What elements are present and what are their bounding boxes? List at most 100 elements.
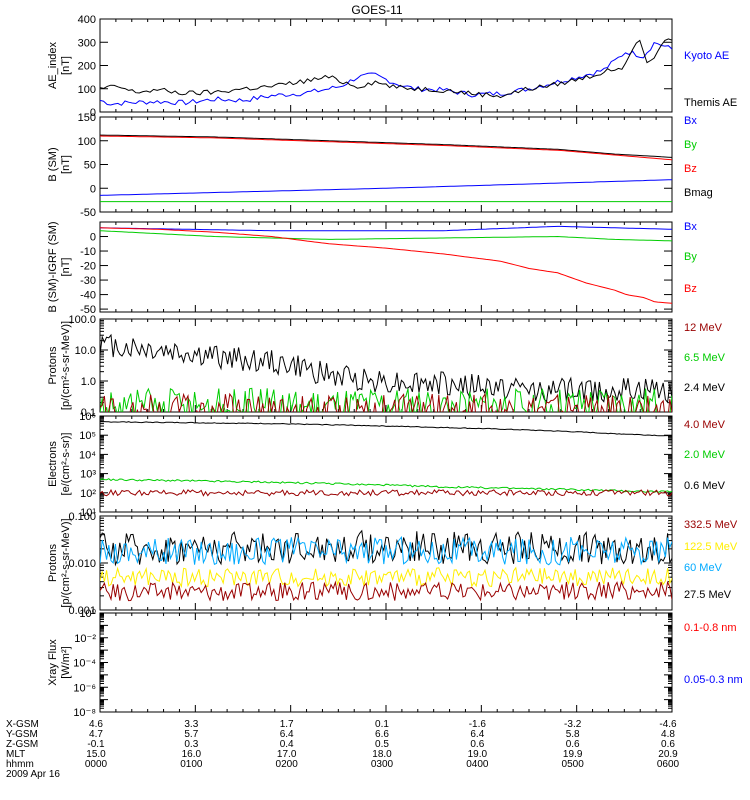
y-tick-label: 0 xyxy=(90,183,96,195)
footer-value: 17.0 xyxy=(277,749,297,760)
footer-value: 0.6 xyxy=(661,739,675,750)
y-axis-label: B (SM)-IGRF (SM) xyxy=(47,221,59,312)
legend-entry: 2.4 MeV xyxy=(684,382,726,394)
y-tick-label: 0 xyxy=(90,107,96,119)
footer-ephemeris: X-GSM 4.6 3.3 1.7 0.1 -1.6 -3.2 -4.6 Y-GSM 4.7 5.7… xyxy=(6,719,680,780)
legend-entry: By xyxy=(684,251,697,263)
y-tick-label: 400 xyxy=(78,14,96,26)
series-line-6-5-mev xyxy=(100,387,672,412)
y-tick-label: -30 xyxy=(80,275,96,287)
footer-value: 0000 xyxy=(85,759,108,770)
y-tick-label: 10⁴ xyxy=(79,449,96,461)
footer-value: 0200 xyxy=(276,759,299,770)
series-group xyxy=(100,529,672,602)
series-group xyxy=(100,134,672,203)
y-tick-label: 0 xyxy=(90,232,96,244)
y-tick-label: 10² xyxy=(80,488,96,500)
series-line-bz xyxy=(100,227,672,304)
footer-value: 0400 xyxy=(466,759,489,770)
y-tick-label: 100.0 xyxy=(68,314,96,326)
footer-value: 1.7 xyxy=(280,719,294,730)
footer-value: 19.9 xyxy=(563,749,583,760)
series-line-by xyxy=(100,230,672,242)
y-axis-label: [p/(cm²-s-sr-MeV)] xyxy=(60,321,72,410)
panel-protons2: 0.001 0.010 0.100 Protons [p/(cm²-s-sr-MeV)]… xyxy=(47,511,738,617)
y-axis-label: [nT] xyxy=(60,258,72,277)
footer-value: 16.0 xyxy=(182,749,202,760)
series-line-12-mev xyxy=(100,392,672,412)
series-line-bz xyxy=(100,135,672,161)
footer-row-label: X-GSM xyxy=(6,719,39,730)
footer-value: 20.9 xyxy=(658,749,678,760)
series-line-332-5-mev xyxy=(100,580,672,602)
footer-value: 18.0 xyxy=(372,749,392,760)
footer-row-label: MLT xyxy=(6,749,25,760)
footer-value: 6.4 xyxy=(470,729,484,740)
series-group xyxy=(100,420,672,497)
footer-value: 0.6 xyxy=(566,739,580,750)
panel-protons1: 0.1 1.0 10.0 100.0 Protons [p/(cm²-s-sr-MeV)]… xyxy=(47,314,726,419)
legend-entry: 4.0 MeV xyxy=(684,419,726,431)
panel-frame xyxy=(99,515,673,611)
series-line-bx xyxy=(100,179,672,196)
series-line-themis-ae xyxy=(100,38,672,99)
y-tick-label: 50 xyxy=(84,160,96,172)
legend-entry: 122.5 MeV xyxy=(684,541,738,553)
footer-value: 4.6 xyxy=(89,719,103,730)
legend-entry: 6.5 MeV xyxy=(684,352,726,364)
footer-value: 5.8 xyxy=(566,729,580,740)
y-tick-label: 200 xyxy=(78,61,96,73)
y-tick-label: 10⁻⁸ xyxy=(73,707,96,719)
y-axis-label: Protons xyxy=(47,544,59,582)
footer-value: 0100 xyxy=(180,759,203,770)
legend-entry: 12 MeV xyxy=(684,322,723,334)
y-tick-label: -10 xyxy=(80,246,96,258)
footer-value: 6.4 xyxy=(280,729,294,740)
footer-value: 15.0 xyxy=(86,749,106,760)
y-tick-label: 10³ xyxy=(80,469,96,481)
legend-entry: Bmag xyxy=(684,187,713,199)
legend-entry: 2.0 MeV xyxy=(684,449,726,461)
y-axis-label: AE_index xyxy=(47,41,59,89)
y-axis-label: [nT] xyxy=(60,155,72,174)
chart-title: GOES-11 xyxy=(351,3,402,17)
series-line-bx xyxy=(100,225,672,232)
footer-value: -3.2 xyxy=(564,719,582,730)
legend-entry: 0.1-0.8 nm xyxy=(684,622,737,634)
y-tick-label: 10⁻⁴ xyxy=(73,658,96,670)
y-tick-label: -20 xyxy=(80,261,96,273)
footer-row-label: Z-GSM xyxy=(6,739,38,750)
y-tick-label: 10.0 xyxy=(75,345,96,357)
footer-value: 19.0 xyxy=(468,749,488,760)
y-tick-label: 0.001 xyxy=(68,605,96,617)
legend-entry: Bz xyxy=(684,163,697,175)
footer-value: 0.4 xyxy=(280,739,294,750)
y-axis-label: [W/m²] xyxy=(60,646,72,678)
y-axis-label: Xray Flux xyxy=(47,639,59,686)
panel-ae: 0 100 200 300 400 AE_index [nT] Kyoto AE Themis … xyxy=(47,14,737,119)
series-line-2-4-mev xyxy=(100,333,672,404)
y-axis-label: Protons xyxy=(47,346,59,384)
legend-entry: 27.5 MeV xyxy=(684,589,732,601)
series-group xyxy=(100,333,672,412)
y-tick-label: 300 xyxy=(78,37,96,49)
y-axis-label: B (SM) xyxy=(47,147,59,181)
y-tick-label: 0.100 xyxy=(68,511,96,523)
legend-entry: Themis AE xyxy=(684,97,737,109)
legend-entry: Bz xyxy=(684,283,697,295)
series-line-4-0-mev xyxy=(100,488,672,497)
panel-bsm: -50 0 50 100 150 B (SM) [nT] Bx By Bz Bmag xyxy=(47,112,713,219)
y-tick-label: -50 xyxy=(80,304,96,316)
footer-value: 5.7 xyxy=(184,729,198,740)
y-tick-label: 10⁰ xyxy=(79,608,96,620)
y-tick-label: 100 xyxy=(78,136,96,148)
footer-value: 0.1 xyxy=(375,719,389,730)
footer-value: -4.6 xyxy=(659,719,677,730)
footer-value: 0.3 xyxy=(184,739,198,750)
panel-frame xyxy=(99,18,673,113)
series-line-0-6-mev xyxy=(100,420,672,437)
series-group xyxy=(100,225,672,304)
footer-value: -1.6 xyxy=(469,719,487,730)
y-tick-label: 0.010 xyxy=(68,558,96,570)
